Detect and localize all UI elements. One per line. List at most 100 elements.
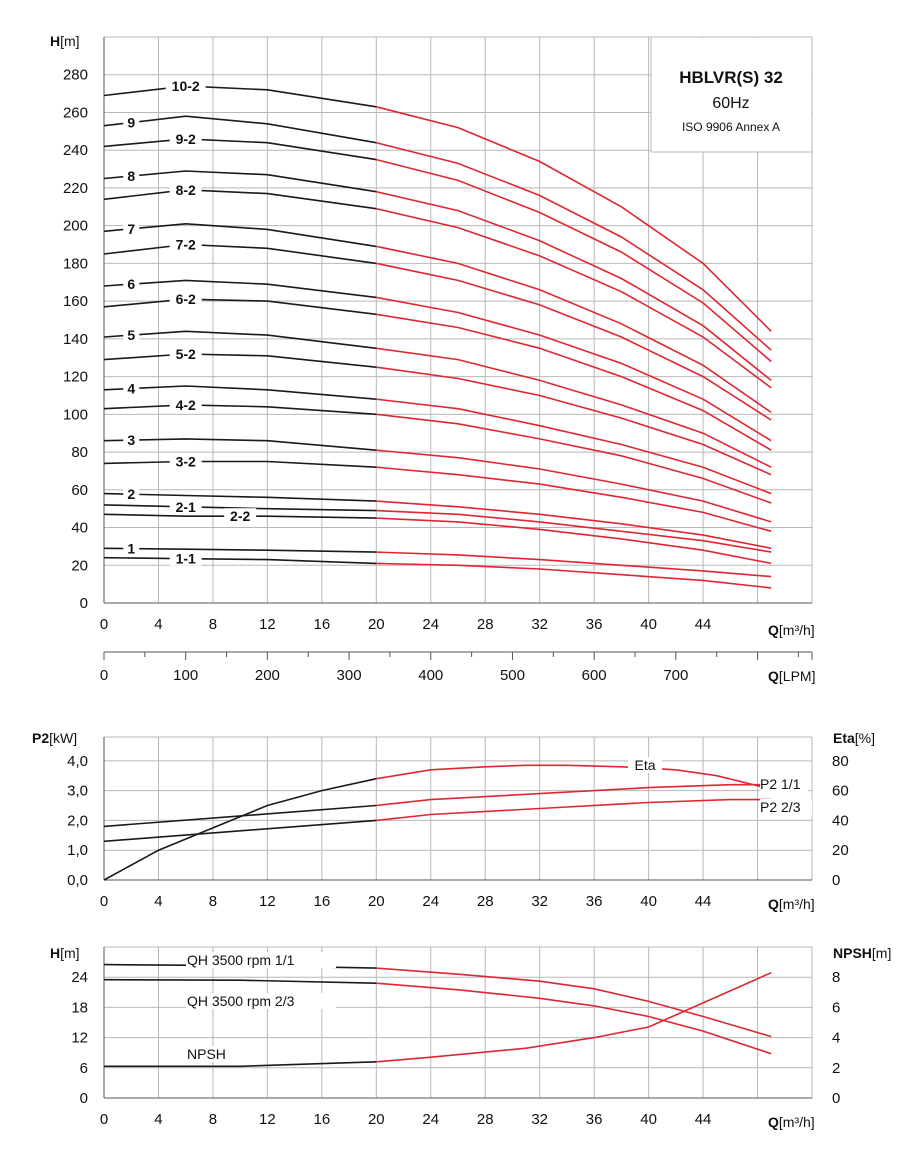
series-label: 2-1 xyxy=(176,499,196,515)
chart-subtitle: 60Hz xyxy=(712,95,749,112)
x2-axis-title: Q[LPM] xyxy=(768,668,815,684)
series-label-bg xyxy=(123,114,140,130)
series-label: QH 3500 rpm 1/1 xyxy=(187,952,295,968)
series-5-base xyxy=(103,330,377,350)
x2-tick-label: 600 xyxy=(582,667,607,684)
x-tick-label: 36 xyxy=(586,1111,603,1128)
series-label: NPSH xyxy=(187,1046,226,1062)
y2-tick-label: 0 xyxy=(832,1090,840,1107)
y2-axis-title: NPSH[m] xyxy=(833,945,891,961)
series-label: 7-2 xyxy=(176,237,196,253)
chart-title: HBLVR(S) 32 xyxy=(679,68,783,87)
y-tick-label: 140 xyxy=(63,331,88,348)
series-QH 3500 rpm 2/3-base xyxy=(103,978,377,984)
series-label: P2 1/1 xyxy=(760,776,801,792)
y-tick-label: 60 xyxy=(71,482,88,499)
head-chart-panel: 0204060801001201401601802002202402602800… xyxy=(50,33,815,684)
series-label: P2 2/3 xyxy=(760,799,801,815)
y-tick-label: 120 xyxy=(63,369,88,386)
series-7-base xyxy=(103,222,377,248)
series-9-2-base xyxy=(103,138,377,161)
series-label-bg xyxy=(123,327,140,343)
x-tick-label: 4 xyxy=(154,616,162,633)
series-6-extension xyxy=(376,296,772,442)
y-tick-label: 220 xyxy=(63,180,88,197)
series-QH 3500 rpm 1/1-extension xyxy=(376,967,772,1038)
x-tick-label: 0 xyxy=(100,616,108,633)
x2-tick-label: 100 xyxy=(173,667,198,684)
series-8-2-extension xyxy=(376,207,772,389)
y2-tick-label: 4 xyxy=(832,1030,840,1047)
x2-tick-label: 400 xyxy=(418,667,443,684)
series-label: 1 xyxy=(127,541,135,557)
series-label-bg xyxy=(760,799,812,815)
series-label: 5-2 xyxy=(176,346,196,362)
series-Eta-extension xyxy=(376,764,772,790)
series-2-base xyxy=(103,492,377,502)
series-4-extension xyxy=(376,398,772,495)
series-label: 3-2 xyxy=(176,454,196,470)
series-label: 2 xyxy=(127,486,135,502)
y2-axis-title: Eta[%] xyxy=(833,730,875,746)
y-tick-label: 200 xyxy=(63,218,88,235)
x-tick-label: 12 xyxy=(259,893,276,910)
series-3-extension xyxy=(376,449,772,523)
series-label: 5 xyxy=(127,327,135,343)
series-2-1-extension xyxy=(376,509,772,553)
series-label: 9 xyxy=(127,115,135,131)
series-label-bg xyxy=(169,345,202,361)
series-10-2-extension xyxy=(376,106,772,332)
series-8-2-base xyxy=(103,188,377,210)
series-Eta-base xyxy=(103,777,377,881)
series-1-extension xyxy=(376,551,772,578)
y-tick-label: 260 xyxy=(63,104,88,121)
series-label-bg xyxy=(224,508,257,524)
y-tick-label: 180 xyxy=(63,255,88,272)
title-box xyxy=(651,38,811,152)
y2-tick-label: 6 xyxy=(832,999,840,1016)
series-label-bg xyxy=(186,952,336,968)
series-label: 4 xyxy=(127,381,135,397)
series-label-bg xyxy=(123,276,140,292)
y-tick-label: 0 xyxy=(80,595,88,612)
y-tick-label: 4,0 xyxy=(67,753,88,770)
series-label-bg xyxy=(169,130,202,146)
series-6-2-base xyxy=(103,298,377,316)
series-label-bg xyxy=(760,776,808,792)
series-6-2-extension xyxy=(376,313,772,451)
x-tick-label: 44 xyxy=(695,1111,712,1128)
series-label: 8 xyxy=(127,168,135,184)
y2-tick-label: 2 xyxy=(832,1060,840,1077)
x-axis-title: Q[m³/h] xyxy=(768,896,815,912)
x-tick-label: 44 xyxy=(695,616,712,633)
x2-tick-label: 500 xyxy=(500,667,525,684)
series-2-extension xyxy=(376,500,772,550)
series-label: QH 3500 rpm 2/3 xyxy=(187,993,295,1009)
series-label-bg xyxy=(169,498,202,514)
y-tick-label: 2,0 xyxy=(67,812,88,829)
x-tick-label: 12 xyxy=(259,1111,276,1128)
series-NPSH-base xyxy=(104,1061,377,1068)
y2-tick-label: 20 xyxy=(832,842,849,859)
series-P2 2/3-extension xyxy=(376,798,772,822)
x-tick-label: 4 xyxy=(154,1111,162,1128)
series-label-bg xyxy=(186,993,336,1009)
series-7-2-base xyxy=(103,243,377,265)
series-1-base xyxy=(103,547,377,553)
x-tick-label: 32 xyxy=(531,893,548,910)
x-tick-label: 28 xyxy=(477,893,494,910)
x-axis-title: Q[m³/h] xyxy=(768,1114,815,1130)
y2-tick-label: 8 xyxy=(832,969,840,986)
series-3-2-extension xyxy=(376,466,772,533)
y-tick-label: 24 xyxy=(71,969,88,986)
series-label-bg xyxy=(169,236,202,252)
series-label-bg xyxy=(169,181,202,197)
series-5-2-extension xyxy=(376,366,772,476)
series-7-extension xyxy=(376,245,772,414)
y2-tick-label: 80 xyxy=(832,753,849,770)
x-tick-label: 44 xyxy=(695,893,712,910)
series-label-bg xyxy=(123,220,140,236)
x-tick-label: 16 xyxy=(314,1111,331,1128)
series-9-extension xyxy=(376,141,772,351)
